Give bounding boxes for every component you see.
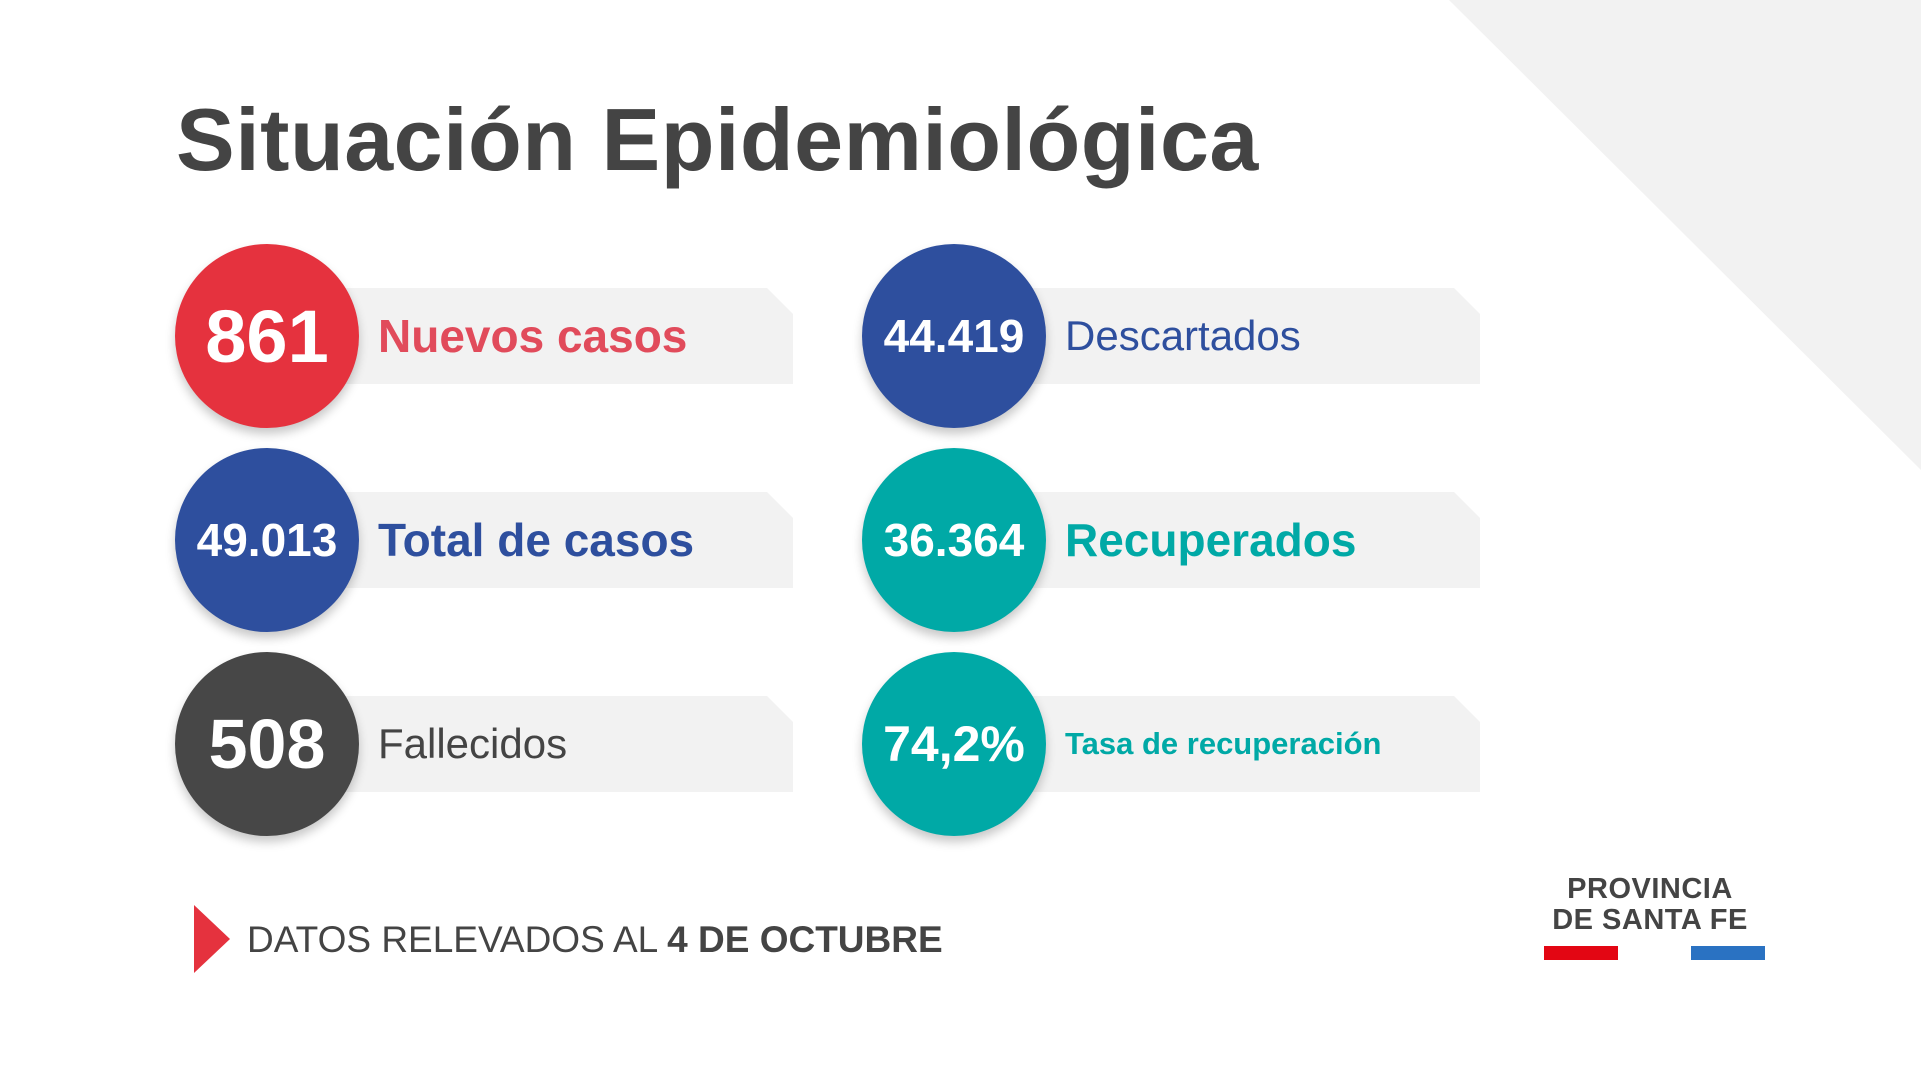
logo-line-1: PROVINCIA — [1567, 873, 1733, 905]
label-band — [1032, 288, 1480, 384]
stat-value-circle: 36.364 — [862, 448, 1046, 632]
logo-red-bar — [1544, 946, 1618, 960]
page-title: Situación Epidemiológica — [176, 90, 1259, 189]
label-band — [1032, 696, 1480, 792]
logo-blue-bar — [1691, 946, 1765, 960]
stat-label: Tasa de recuperación — [1065, 726, 1382, 761]
stat-card-descartados: 44.419 Descartados — [862, 244, 1480, 428]
stat-value-circle: 74,2% — [862, 652, 1046, 836]
data-date-value: 4 DE OCTUBRE — [667, 919, 943, 960]
play-arrow-icon — [194, 905, 230, 973]
stat-label: Recuperados — [1065, 514, 1357, 566]
data-date-note: DATOS RELEVADOS AL 4 DE OCTUBRE — [247, 918, 943, 962]
stat-value-circle: 508 — [175, 652, 359, 836]
stat-label: Nuevos casos — [378, 310, 688, 362]
label-band — [345, 492, 793, 588]
stat-value-circle: 861 — [175, 244, 359, 428]
stat-card-total-de-casos: 49.013 Total de casos — [175, 448, 793, 632]
label-band — [1032, 492, 1480, 588]
corner-decor-shape — [1449, 0, 1921, 470]
data-date-prefix: DATOS RELEVADOS AL — [247, 919, 668, 960]
stat-value-circle: 49.013 — [175, 448, 359, 632]
label-band — [345, 288, 793, 384]
stat-label: Fallecidos — [378, 720, 568, 767]
provincia-santa-fe-logo: PROVINCIA DE SANTA FE — [1530, 874, 1770, 966]
stat-label: Descartados — [1065, 312, 1301, 359]
logo-line-2: DE SANTA FE — [1552, 904, 1748, 936]
stat-value-circle: 44.419 — [862, 244, 1046, 428]
stat-label: Total de casos — [378, 514, 695, 566]
stat-card-fallecidos: 508 Fallecidos — [175, 652, 793, 836]
stat-card-recuperados: 36.364 Recuperados — [862, 448, 1480, 632]
label-band — [345, 696, 793, 792]
stat-card-nuevos-casos: 861 Nuevos casos — [175, 244, 793, 428]
stat-card-tasa-de-recuperacion: 74,2% Tasa de recuperación — [862, 652, 1480, 836]
